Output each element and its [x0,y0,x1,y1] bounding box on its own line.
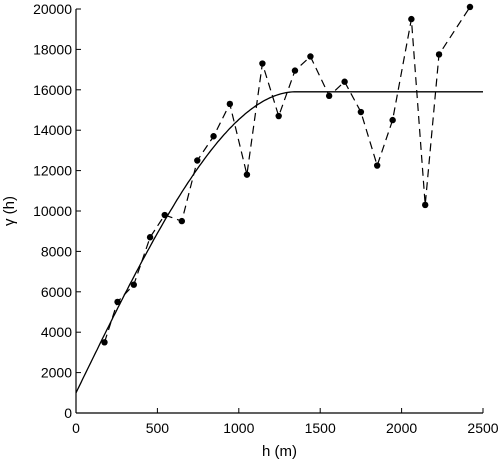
empirical-series [101,3,474,346]
x-axis-label: h (m) [262,443,297,460]
empirical-dashed-line [103,6,471,343]
data-point [325,92,333,100]
data-point [466,3,474,11]
x-tick-label: 2500 [467,420,498,436]
data-point [373,162,381,169]
data-point [259,60,266,67]
data-point [146,234,154,241]
data-point [422,201,429,209]
x-tick-label: 2000 [386,420,417,436]
data-point [130,281,137,288]
x-tick-label: 1000 [223,420,254,436]
x-tick-label: 0 [72,420,80,436]
y-tick-label: 18000 [33,41,72,57]
data-point [226,100,234,108]
y-axis-label: γ (h) [1,196,18,226]
y-tick-label: 0 [64,405,72,421]
data-point [408,15,415,23]
data-point [178,217,186,225]
data-point [114,298,121,306]
ticks: 0 500 1000 1500 2000 2500 0 2000 4000 6000 8000 100… [33,1,499,436]
data-point [341,78,348,85]
data-point [243,171,251,178]
model-curve [75,91,483,394]
data-point [161,211,168,219]
x-tick-label: 1500 [305,420,336,436]
data-point [357,108,365,116]
axes [75,9,483,414]
data-point [210,133,217,140]
data-point [194,157,201,164]
spherical-model-line [75,91,483,394]
data-point [435,51,443,58]
data-point [307,53,314,60]
y-tick-label: 6000 [41,284,72,300]
data-point [389,116,396,124]
y-tick-label: 10000 [33,203,72,219]
y-tick-label: 16000 [33,82,72,98]
y-tick-label: 8000 [41,243,72,259]
y-tick-label: 4000 [41,324,72,340]
y-tick-label: 12000 [33,163,72,179]
y-tick-label: 2000 [41,365,72,381]
data-point [291,67,299,74]
x-tick-label: 500 [146,420,170,436]
y-tick-label: 14000 [33,122,72,138]
data-point [275,112,282,120]
y-tick-label: 20000 [33,1,72,17]
data-point [101,339,108,346]
